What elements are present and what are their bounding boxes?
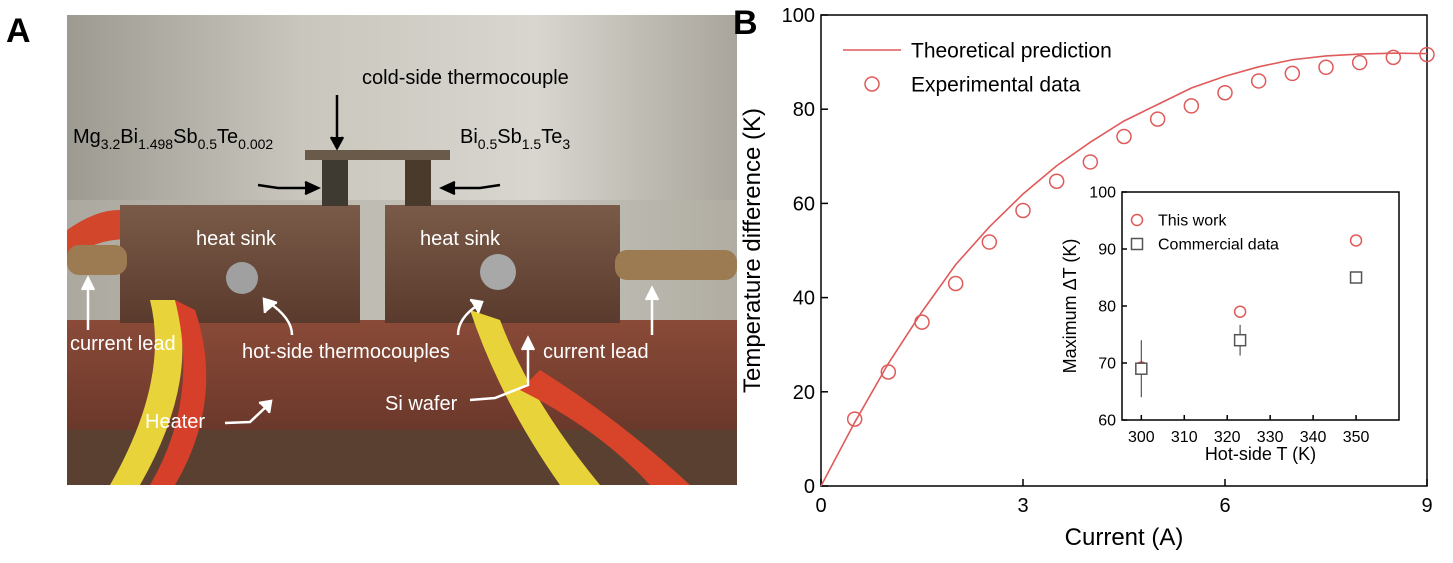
- formula-part: Sb: [173, 126, 197, 148]
- legend-label: This work: [1158, 213, 1227, 230]
- x-axis-label: Hot-side T (K): [1205, 444, 1316, 464]
- y-tick-label: 20: [793, 382, 815, 404]
- formula-part: Bi: [460, 126, 478, 148]
- formula-part: Bi: [120, 126, 138, 148]
- marker: [1117, 130, 1131, 144]
- y-tick-label: 100: [782, 5, 815, 27]
- panel-label: B: [733, 4, 758, 42]
- marker: [1285, 66, 1299, 80]
- y-axis-label: Maximum ΔT (K): [1060, 239, 1080, 374]
- marker: [1252, 74, 1266, 88]
- marker: [982, 235, 996, 249]
- photo-label: Si wafer: [385, 393, 458, 415]
- marker: [1050, 174, 1064, 188]
- formula-part: Te: [541, 126, 562, 148]
- x-tick-label: 300: [1128, 429, 1155, 446]
- y-tick-label: 80: [1098, 299, 1116, 316]
- marker: [1151, 112, 1165, 126]
- legend-marker: [865, 77, 879, 91]
- marker: [915, 315, 929, 329]
- photo-label: cold-side thermocouple: [362, 67, 569, 89]
- y-tick-label: 60: [793, 193, 815, 215]
- marker: [1136, 363, 1147, 374]
- legend-marker: [1132, 239, 1143, 250]
- formula-part: Mg: [73, 126, 101, 148]
- y-tick-label: 90: [1098, 242, 1116, 259]
- formula-sub: 0.002: [238, 136, 273, 152]
- formula-part: Te: [217, 126, 238, 148]
- formula-sub: 1.5: [522, 136, 542, 152]
- x-tick-label: 350: [1343, 429, 1370, 446]
- legend-label: Experimental data: [911, 73, 1081, 96]
- photo-label: current lead: [543, 341, 649, 363]
- x-tick-label: 3: [1017, 495, 1028, 517]
- x-tick-label: 310: [1171, 429, 1198, 446]
- y-tick-label: 80: [793, 99, 815, 121]
- formula-sub: 3.2: [101, 136, 121, 152]
- x-tick-label: 9: [1421, 495, 1432, 517]
- formula-sub: 0.5: [198, 136, 218, 152]
- marker: [1218, 86, 1232, 100]
- marker: [1184, 99, 1198, 113]
- photo-label: heat sink: [196, 228, 277, 250]
- marker: [1235, 335, 1246, 346]
- marker: [1016, 203, 1030, 217]
- formula-sub: 3: [562, 136, 570, 152]
- formula-sub: 0.5: [478, 136, 498, 152]
- marker: [1351, 272, 1362, 283]
- figure: A B cold-side thermocouple Mg3.2Bi1.498S…: [0, 0, 1453, 558]
- y-axis-label: Temperature difference (K): [739, 108, 766, 393]
- x-axis-label: Current (A): [1065, 524, 1184, 551]
- y-tick-label: 40: [793, 288, 815, 310]
- formula-sub: 1.498: [138, 136, 173, 152]
- panel-label: A: [6, 12, 31, 50]
- y-tick-label: 100: [1089, 185, 1116, 202]
- photo-label: hot-side thermocouples: [242, 341, 450, 363]
- photo-label: current lead: [70, 333, 176, 355]
- legend-label: Theoretical prediction: [911, 39, 1112, 62]
- legend-label: Commercial data: [1158, 237, 1279, 254]
- y-tick-label: 60: [1098, 413, 1116, 430]
- photo-label: Heater: [145, 411, 205, 433]
- marker: [1083, 155, 1097, 169]
- marker: [1319, 60, 1333, 74]
- marker: [949, 276, 963, 290]
- x-tick-label: 6: [1219, 495, 1230, 517]
- formula-part: Sb: [497, 126, 521, 148]
- marker: [1353, 56, 1367, 70]
- x-tick-label: 0: [815, 495, 826, 517]
- photo-label: heat sink: [420, 228, 501, 250]
- y-tick-label: 70: [1098, 356, 1116, 373]
- y-tick-label: 0: [804, 476, 815, 498]
